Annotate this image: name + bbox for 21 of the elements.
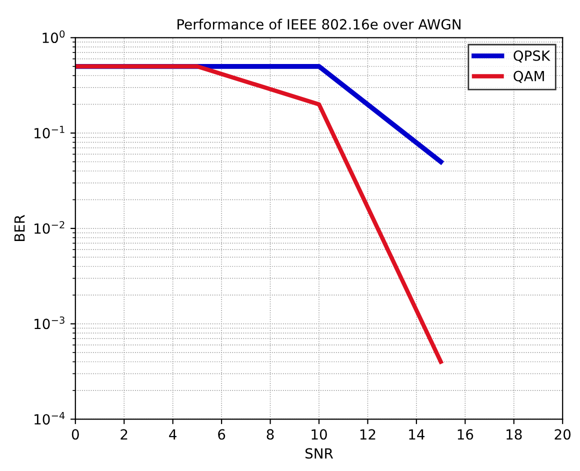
x-tick-label: 12 (360, 429, 376, 440)
x-tick-label: 10 (312, 429, 327, 440)
y-tick-label: 10$^{−4}$ (34, 412, 65, 425)
x-tick-label: 4 (169, 429, 176, 440)
x-tick-label: 14 (409, 429, 424, 440)
x-tick-label: 20 (554, 429, 571, 440)
y-tick-label: 10$^{−2}$ (34, 221, 64, 234)
y-axis-title: BER (14, 214, 25, 242)
y-tick-label: 10$^{−1}$ (34, 126, 64, 138)
x-tick-label: 2 (120, 429, 128, 440)
y-tick-label: 10$^{−3}$ (34, 316, 64, 330)
x-tick-label: 6 (218, 429, 226, 440)
x-tick-label: 18 (506, 429, 522, 440)
x-tick-label: 16 (458, 429, 474, 440)
legend-label: QPSK (514, 50, 550, 63)
y-tick-label: 10$^{0}$ (42, 30, 65, 44)
x-tick-label: 0 (72, 429, 79, 440)
legend-label: QAM (514, 70, 544, 83)
x-tick-label: 8 (266, 429, 274, 440)
chart-title: Performance of IEEE 802.16e over AWGN (178, 18, 460, 30)
x-axis-title: SNR (305, 448, 334, 459)
